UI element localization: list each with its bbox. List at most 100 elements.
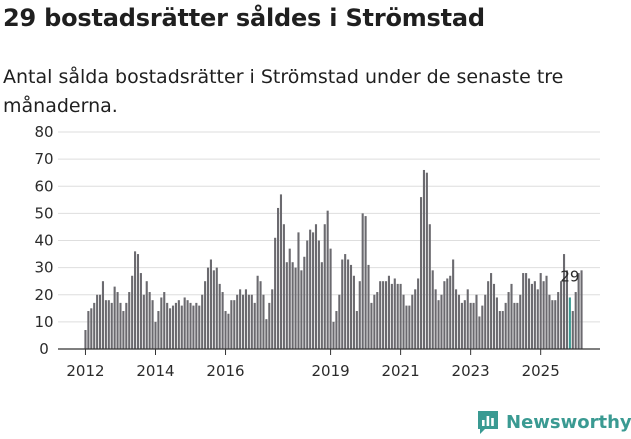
y-tick-label: 60 [34, 177, 53, 195]
bar [241, 294, 245, 349]
bar [437, 300, 440, 349]
bar [277, 207, 280, 349]
bar [443, 281, 446, 349]
bar [525, 273, 528, 349]
bar [192, 305, 195, 349]
bar [163, 292, 166, 349]
bar [224, 311, 227, 349]
bar [446, 278, 449, 349]
bar [195, 302, 198, 349]
bar [387, 275, 390, 349]
bar [285, 262, 288, 349]
bar [428, 224, 431, 349]
bar [490, 273, 493, 349]
y-tick-label: 70 [34, 150, 53, 168]
bar [498, 311, 501, 349]
y-tick-label: 30 [34, 259, 53, 277]
bar [247, 294, 250, 349]
bar [390, 283, 393, 349]
bar [355, 311, 358, 349]
bar [481, 305, 484, 349]
bar [212, 270, 215, 349]
x-tick-label: 2012 [66, 362, 104, 380]
bar [495, 297, 498, 349]
bar [560, 281, 563, 349]
y-tick-label: 50 [34, 204, 53, 222]
bar [215, 267, 218, 349]
bar [128, 292, 131, 349]
bar [306, 240, 309, 349]
y-axis: 0 10 20 30 40 50 60 70 80 [34, 123, 53, 358]
bar [417, 278, 420, 349]
bar [134, 251, 137, 349]
bar [548, 294, 551, 349]
bar [533, 281, 536, 349]
bar [449, 275, 452, 349]
bar [186, 300, 189, 349]
bar [166, 302, 169, 349]
bar [402, 294, 405, 349]
bar [110, 302, 113, 349]
bar [399, 283, 402, 349]
bar [539, 273, 542, 349]
bar [434, 289, 437, 349]
bar [329, 248, 332, 349]
bar [469, 302, 472, 349]
bar [107, 300, 110, 349]
bar [125, 302, 128, 349]
bar [536, 289, 539, 349]
bar [510, 283, 513, 349]
x-tick-label: 2025 [522, 362, 560, 380]
bar [90, 308, 93, 349]
bar [516, 302, 519, 349]
bar [571, 311, 574, 349]
bar [265, 319, 268, 349]
bar [565, 270, 569, 349]
bar [101, 281, 105, 349]
x-axis: 2012 2014 2016 2019 2021 2023 2025 [66, 349, 560, 380]
bar [466, 289, 469, 349]
bar [376, 292, 379, 349]
bar [312, 232, 315, 349]
bar [475, 294, 478, 349]
bar [180, 305, 183, 349]
newsworthy-icon [478, 411, 498, 434]
bar [419, 197, 423, 349]
bar [221, 292, 224, 349]
bar [139, 273, 142, 349]
bar [452, 259, 455, 349]
bar [472, 302, 475, 349]
bar [370, 302, 373, 349]
bar [142, 294, 145, 349]
bar [171, 305, 175, 349]
bar [233, 300, 236, 349]
bar [344, 254, 347, 349]
bar [84, 330, 87, 349]
bar [204, 281, 207, 349]
bar [478, 316, 481, 349]
bar [332, 321, 335, 349]
bar [542, 281, 545, 349]
bar [379, 281, 382, 349]
gridlines [58, 131, 600, 323]
bar [93, 302, 96, 349]
bar [408, 305, 411, 349]
bar [151, 300, 154, 349]
x-tick-label: 2019 [311, 362, 349, 380]
bar [116, 292, 119, 349]
bar [136, 254, 140, 349]
bar [484, 294, 487, 349]
bar [300, 270, 303, 349]
x-tick-label: 2021 [382, 362, 420, 380]
bar [236, 294, 239, 349]
bar [527, 278, 531, 349]
bar [545, 275, 548, 349]
bar [288, 248, 291, 349]
brand-name: Newsworthy [506, 411, 631, 433]
bar [341, 259, 344, 349]
bar [530, 283, 533, 349]
y-tick-label: 0 [39, 340, 49, 358]
bar [457, 294, 461, 349]
bar [396, 283, 399, 349]
